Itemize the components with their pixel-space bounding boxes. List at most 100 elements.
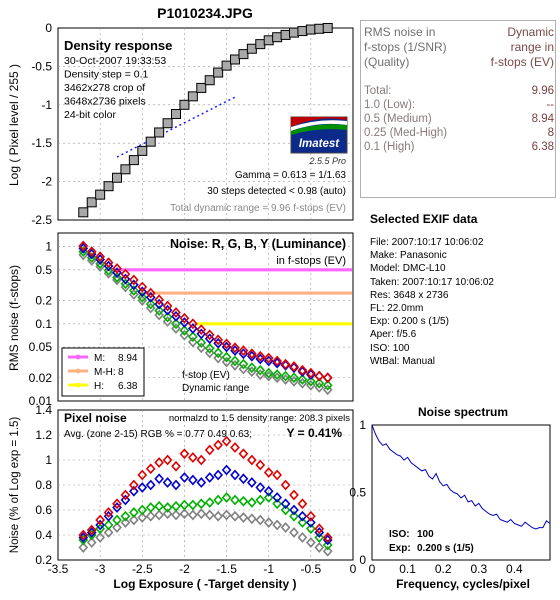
pixel-noise-title: Pixel noise bbox=[64, 411, 127, 425]
noise-spectrum-y-tick-labels: 10.50 bbox=[349, 418, 366, 567]
pixel-noise-marker bbox=[86, 537, 97, 548]
rms-header-right-line: Dynamic bbox=[507, 25, 554, 39]
rms-noise-marker bbox=[221, 351, 232, 363]
rms-noise-marker bbox=[306, 375, 316, 387]
rms-noise-marker bbox=[230, 342, 240, 354]
pixel-noise-marker bbox=[103, 507, 114, 518]
density-y-tick-label: -1.5 bbox=[31, 136, 52, 150]
pixel-noise-marker bbox=[129, 514, 139, 526]
pixel-noise-marker bbox=[263, 485, 274, 497]
pixel-noise-y-label: Noise (% of Log exp = 1.5) bbox=[9, 417, 21, 554]
pixel-noise-marker bbox=[154, 509, 164, 521]
density-markers bbox=[78, 23, 333, 218]
rms-noise-marker bbox=[238, 363, 249, 375]
pixel-noise-marker bbox=[154, 473, 164, 485]
exif-line: Exp: 0.200 s (1/5) bbox=[370, 316, 449, 328]
spectrum-iso-label: ISO: bbox=[389, 529, 410, 540]
rms-noise-marker bbox=[129, 274, 139, 286]
rms-noise-panel: 1 0.5 0.2 0.1 0.05 0.02 0.01 RMS noise (f-stop… bbox=[7, 232, 354, 408]
rms-table-frame bbox=[360, 20, 556, 198]
pixel-noise-marker bbox=[162, 502, 173, 513]
pixel-noise-marker bbox=[280, 498, 291, 510]
density-marker bbox=[255, 39, 266, 50]
spectrum-iso-value: 100 bbox=[417, 529, 434, 540]
density-y-tick-label: -0.5 bbox=[31, 59, 52, 73]
rms-noise-legend-entries: M: 8.94M-H: 8 H: 6.38 bbox=[68, 353, 138, 392]
pixel-noise-marker bbox=[306, 510, 316, 522]
rms-noise-marker bbox=[145, 291, 156, 303]
rms-noise-marker bbox=[314, 377, 325, 389]
pixel-noise-marker bbox=[95, 514, 105, 526]
rms-noise-marker bbox=[238, 345, 249, 356]
pixel-noise-marker bbox=[196, 477, 207, 488]
pixel-noise-marker bbox=[280, 479, 291, 491]
imatest-logo-green-swoosh bbox=[291, 124, 347, 135]
rms-noise-marker bbox=[179, 317, 190, 328]
rms-noise-marker bbox=[289, 362, 299, 374]
pixel-noise-y-value: Y = 0.41% bbox=[287, 426, 343, 440]
pixel-noise-marker bbox=[289, 510, 299, 522]
pixel-noise-x-tick-labels: -3.5 -3 -2.5 -2 -1.5 -1 -0.5 0 bbox=[48, 562, 357, 576]
rms-noise-y-tick-label: 0.05 bbox=[29, 340, 53, 354]
exif-line: Aper: f/5.6 bbox=[370, 329, 417, 341]
rms-noise-marker bbox=[289, 361, 299, 372]
pixel-noise-marker bbox=[171, 500, 181, 512]
imatest-logo-red-swoosh bbox=[291, 117, 347, 127]
spectrum-x-tick-label: 0.2 bbox=[435, 562, 452, 576]
rms-noise-marker bbox=[213, 334, 223, 346]
rms-noise-marker bbox=[120, 278, 131, 290]
gamma-text: Gamma = 0.613 = 1/1.63 bbox=[235, 170, 347, 181]
exif-line: WtBal: Manual bbox=[370, 355, 436, 367]
density-info-text: 30-Oct-2007 19:33:53 Density step = 0.134… bbox=[64, 55, 166, 121]
rms-noise-marker bbox=[154, 294, 164, 306]
rms-noise-marker bbox=[213, 352, 223, 364]
spectrum-y-tick-label: 0 bbox=[359, 553, 366, 567]
pixel-noise-marker bbox=[188, 452, 198, 463]
rms-table: RMS noise in f-stops (1/SNR) (Quality) D… bbox=[364, 22, 554, 154]
noise-spectrum-x-label: Frequency, cycles/pixel bbox=[396, 577, 530, 591]
pixel-noise-marker bbox=[145, 479, 156, 491]
density-marker bbox=[246, 43, 257, 54]
pixel-noise-marker bbox=[103, 527, 114, 538]
rms-table-header-right: Dynamic range in f-stops (EV) bbox=[491, 25, 554, 74]
rms-noise-marker bbox=[188, 323, 198, 334]
legend-value: 8 bbox=[118, 367, 124, 378]
pixel-noise-marker bbox=[280, 504, 291, 516]
density-y-tick-label: 0 bbox=[45, 21, 52, 35]
pixel-noise-marker bbox=[78, 529, 89, 541]
legend-value: 8.94 bbox=[118, 353, 138, 364]
rms-noise-marker bbox=[112, 271, 122, 283]
pixel-noise-marker bbox=[272, 492, 282, 503]
rms-noise-marker bbox=[196, 324, 207, 336]
pixel-noise-marker bbox=[179, 448, 190, 460]
rms-noise-range-bands bbox=[111, 268, 352, 326]
pixel-noise-x-tick-label: -3 bbox=[95, 562, 106, 576]
pixel-noise-marker bbox=[255, 482, 266, 493]
pixel-noise-marker bbox=[162, 477, 173, 488]
density-marker bbox=[230, 54, 240, 65]
pixel-noise-x-tick-label: -1 bbox=[263, 562, 274, 576]
rms-noise-marker bbox=[204, 343, 215, 354]
pixel-noise-marker bbox=[247, 454, 257, 466]
pixel-noise-marker bbox=[137, 504, 148, 516]
rms-noise-marker bbox=[247, 348, 257, 360]
pixel-noise-marker bbox=[204, 497, 215, 508]
rms-row-label: 0.5 (Medium) bbox=[364, 113, 432, 125]
density-marker bbox=[171, 109, 181, 120]
pixel-noise-marker bbox=[297, 498, 308, 510]
pixel-noise-marker bbox=[314, 523, 325, 535]
density-info-line: 24-bit color bbox=[64, 109, 116, 121]
pixel-noise-marker bbox=[230, 510, 240, 522]
rms-noise-marker bbox=[103, 265, 114, 276]
pixel-noise-marker bbox=[145, 502, 156, 513]
pixel-noise-marker bbox=[314, 532, 325, 543]
density-marker bbox=[238, 49, 249, 60]
rms-noise-marker bbox=[171, 307, 181, 318]
rms-noise-marker bbox=[95, 258, 105, 270]
rms-noise-markers bbox=[78, 240, 333, 396]
legend-label: H: bbox=[94, 381, 104, 392]
pixel-noise-marker bbox=[137, 482, 148, 493]
density-marker bbox=[154, 127, 165, 138]
pixel-noise-marker bbox=[306, 537, 316, 548]
exif-title: Selected EXIF data bbox=[370, 212, 478, 226]
